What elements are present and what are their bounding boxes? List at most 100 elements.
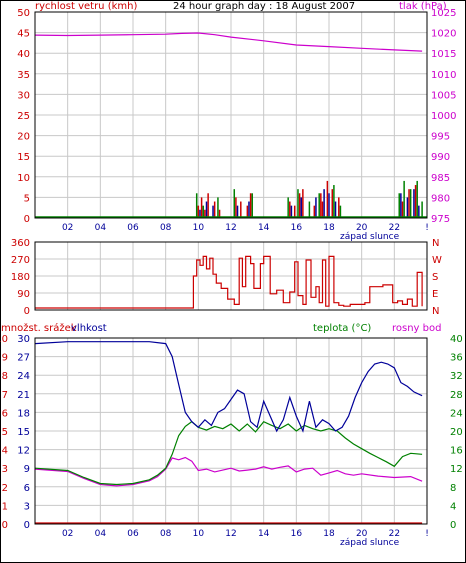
x-tick-label: 14 [258,529,270,539]
left-tick-label: 40 [17,49,30,60]
humidity-tick-label: 0 [24,520,30,531]
left-tick-label: 45 [17,29,30,40]
x-tick-label: 04 [95,223,107,233]
temperature-tick-label: 28 [450,390,463,401]
humidity-tick-label: 30 [17,334,30,345]
right-tick-label: N [432,238,439,249]
right-tick-label: 990 [431,152,450,163]
left-tick-label: 5 [24,193,30,204]
x-annotation: západ slunce [340,538,400,548]
x-annotation: západ slunce [340,232,400,242]
left-axis-ticks: 360 270 180 90 0 [11,238,30,317]
temperature-tick-label: 16 [450,446,463,457]
wind-pressure-panel: rychlost vetru (kmh) 24 hour graph day :… [17,1,456,242]
left-tick-label: 15 [17,152,30,163]
x-tick-label: 08 [160,529,172,539]
rain-tick-label: 6 [2,408,8,419]
dewpoint-axis-label: rosny bod [392,323,441,334]
x-tick-label: ! [425,223,429,233]
humidity-tick-label: 6 [24,483,30,494]
temperature-tick-label: 12 [450,464,463,475]
left-tick-label: 30 [17,90,30,101]
humidity-tick-label: 27 [17,353,30,364]
temperature-line [34,420,423,486]
humidity-tick-label: 18 [17,408,30,419]
left-tick-label: 20 [17,132,30,143]
left-tick-label: 0 [24,214,30,225]
x-tick-label: ! [425,529,429,539]
right-tick-label: 1020 [431,29,456,40]
x-tick-label: 04 [95,529,107,539]
x-tick-label: 08 [160,223,172,233]
left-tick-label: 10 [17,173,30,184]
left-tick-label: 0 [24,306,30,317]
humidity-temperature-panel: množst. srážek vlhkost teplota (°C) rosn… [0,322,463,548]
rain-tick-label: 3 [2,464,8,475]
x-tick-label: 18 [323,529,335,539]
right-tick-label: 1010 [431,70,456,81]
right-tick-label: 985 [431,173,450,184]
left-axis-label: rychlost vetru (kmh) [35,1,137,12]
rain-tick-label: 9 [2,353,8,364]
temperature-tick-label: 8 [450,483,456,494]
left-tick-label: 180 [11,272,30,283]
left-tick-label: 25 [17,111,30,122]
temperature-tick-label: 0 [450,520,456,531]
plot-border [34,11,428,219]
x-tick-label: 22 [389,223,400,233]
right-tick-label: 975 [431,214,450,225]
humidity-line [34,341,423,433]
x-tick-label: 16 [291,529,303,539]
humidity-tick-label: 24 [17,371,30,382]
right-tick-label: 1025 [431,8,456,19]
right-tick-label: N [432,306,439,317]
temperature-tick-label: 32 [450,371,463,382]
wind-direction-line [35,255,423,309]
left-tick-label: 50 [17,8,30,19]
pressure-line [34,32,423,52]
rain-tick-label: 7 [2,390,8,401]
right-axis-label: tlak (hPa) [399,1,447,12]
rain-tick-label: 0 [2,520,8,531]
temperature-axis-label: teplota (°C) [313,323,371,334]
humidity-tick-label: 15 [17,427,30,438]
right-tick-label: 995 [431,132,450,143]
right-tick-label: W [432,255,442,266]
x-axis-ticks: 02 04 06 08 10 12 14 16 18 20 22! [62,529,429,539]
x-tick-label: 20 [356,529,368,539]
x-tick-label: 12 [225,529,236,539]
humidity-tick-label: 9 [24,464,30,475]
right-tick-label: 1005 [431,90,456,101]
temperature-tick-label: 40 [450,334,463,345]
rain-tick-label: 1 [2,501,8,512]
plot-border [34,337,428,525]
rain-tick-label: 8 [2,371,8,382]
humidity-axis-label: vlhkost [71,323,107,334]
series-group [35,255,423,309]
x-tick-label: 22 [389,529,400,539]
temperature-tick-label: 36 [450,353,463,364]
x-tick-label: 12 [225,223,236,233]
series-group [34,32,427,218]
humidity-tick-label: 12 [17,446,30,457]
humidity-tick-label: 21 [17,390,30,401]
dew-point-line [34,456,423,487]
temperature-tick-label: 24 [450,408,463,419]
x-tick-label: 10 [193,529,205,539]
rain-axis-label: množst. srážek [1,322,77,334]
left-tick-label: 35 [17,70,30,81]
left-tick-label: 270 [11,255,30,266]
plot-border [34,241,428,311]
x-tick-label: 20 [356,223,368,233]
x-tick-label: 14 [258,223,270,233]
rain-tick-label: 2 [2,483,8,494]
right-tick-label: 1000 [431,111,456,122]
x-tick-label: 02 [62,223,73,233]
rain-axis-ticks: 109876543210 [0,334,8,531]
x-tick-label: 18 [323,223,335,233]
right-axis-ticks: 1025 1020 1015 1010 1005 1000 995 990 985 980 975 [431,8,456,225]
